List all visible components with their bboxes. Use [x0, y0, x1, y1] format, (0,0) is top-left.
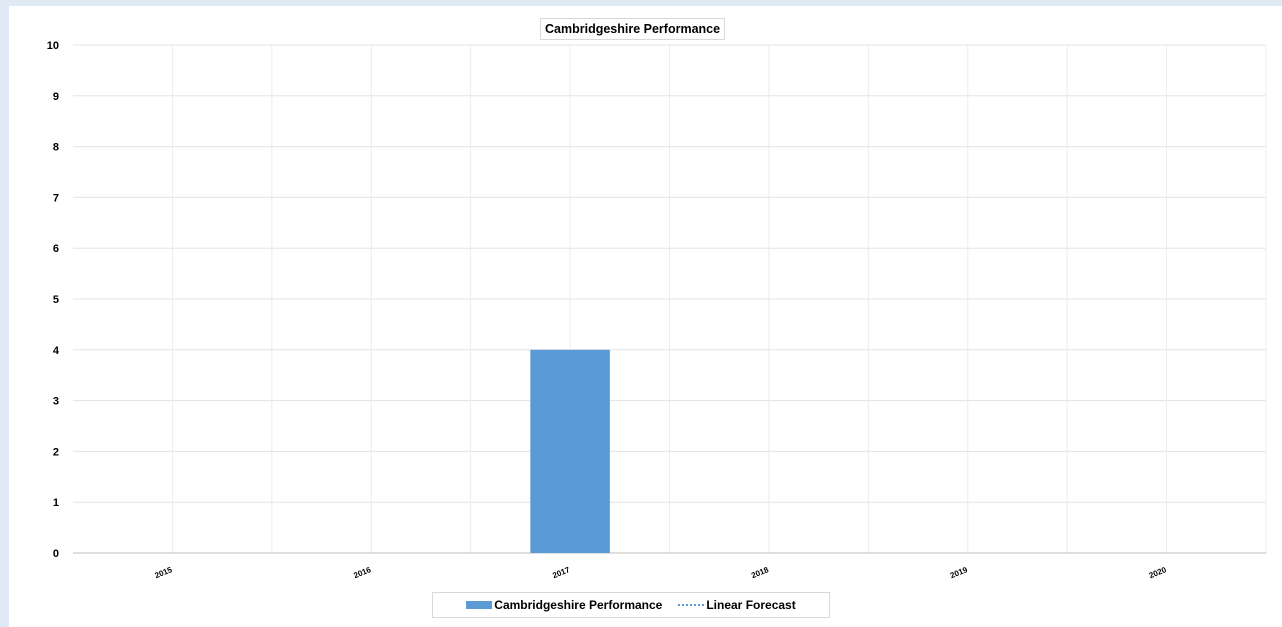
- x-tick-label: 2015: [154, 565, 174, 580]
- y-tick-label: 4: [53, 345, 60, 357]
- x-tick-label: 2019: [949, 565, 969, 580]
- x-tick-label: 2017: [551, 565, 571, 580]
- y-tick-labels: 0 1 2 3 4 5 6 7 8 9 10: [47, 40, 60, 560]
- legend-entry-forecast[interactable]: Linear Forecast: [678, 598, 796, 612]
- legend-swatch-line: [678, 604, 705, 606]
- bar: [530, 349, 610, 553]
- y-tick-label: 0: [53, 548, 59, 560]
- y-tick-label: 3: [53, 396, 59, 408]
- x-tick-labels: 2015 2016 2017 2018 2019 2020: [154, 565, 1169, 580]
- y-tick-label: 5: [53, 294, 59, 306]
- bars: [530, 349, 610, 553]
- y-tick-label: 10: [47, 40, 59, 52]
- y-tick-label: 2: [53, 446, 59, 458]
- legend: Cambridgeshire Performance Linear Foreca…: [432, 592, 830, 618]
- y-tick-label: 7: [53, 192, 59, 204]
- x-tick-label: 2020: [1148, 565, 1168, 580]
- y-tick-label: 8: [53, 142, 59, 154]
- grid-lines: [73, 44, 1267, 553]
- chart-panel: 0 1 2 3 4 5 6 7 8 9 10 2015 2016 2017 2018 2019 2020 Ca…: [9, 6, 1282, 627]
- chart-plot: 0 1 2 3 4 5 6 7 8 9 10 2015 2016 2017 2018 2019 2020: [47, 40, 1267, 580]
- y-tick-label: 1: [53, 497, 59, 509]
- x-tick-label: 2016: [352, 565, 372, 580]
- y-tick-label: 9: [53, 91, 59, 103]
- legend-label-forecast: Linear Forecast: [706, 598, 796, 612]
- legend-swatch-bar: [466, 601, 493, 609]
- chart-title: Cambridgeshire Performance: [540, 18, 726, 40]
- x-tick-label: 2018: [750, 565, 770, 580]
- y-tick-label: 6: [53, 243, 59, 255]
- legend-entry-bar[interactable]: Cambridgeshire Performance: [466, 598, 662, 612]
- legend-label-bar: Cambridgeshire Performance: [494, 598, 663, 612]
